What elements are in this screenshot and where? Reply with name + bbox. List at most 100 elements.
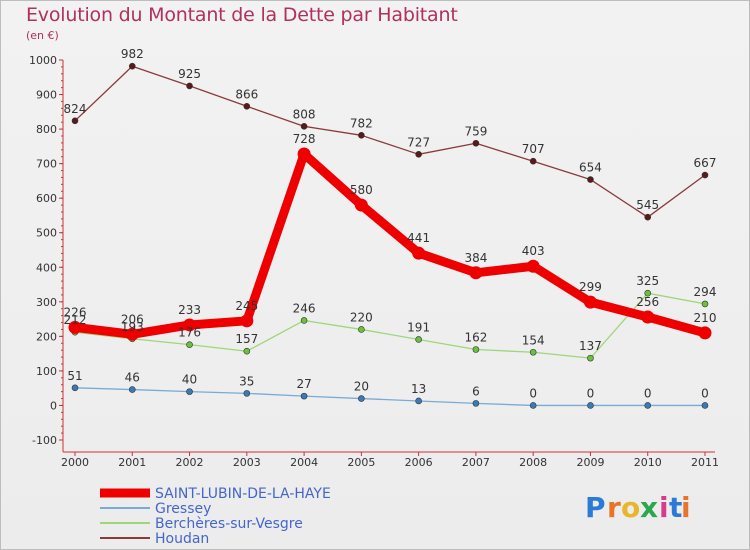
x-tick-label: 2000 xyxy=(61,456,89,469)
y-tick-label: 200 xyxy=(36,330,57,343)
data-label-gressey: 35 xyxy=(239,374,254,388)
data-label-houdan: 727 xyxy=(407,135,430,149)
data-label-gressey: 6 xyxy=(472,384,480,398)
data-point-berch-res-sur-vesgre xyxy=(186,341,193,348)
logo-letter: x xyxy=(640,491,658,524)
chart-subtitle: (en €) xyxy=(26,29,59,42)
data-label-saint-lubin-de-la-haye: 245 xyxy=(235,299,258,313)
data-label-gressey: 0 xyxy=(644,386,652,400)
data-point-saint-lubin-de-la-haye xyxy=(526,259,540,273)
series-line-saint-lubin-de-la-haye xyxy=(70,149,710,339)
data-label-houdan: 667 xyxy=(694,156,717,170)
logo-letter: i xyxy=(659,491,669,524)
data-label-saint-lubin-de-la-haye: 256 xyxy=(636,295,659,309)
data-point-gressey xyxy=(644,402,652,409)
data-point-saint-lubin-de-la-haye xyxy=(297,147,311,161)
x-tick-label: 2010 xyxy=(634,456,662,469)
data-label-saint-lubin-de-la-haye: 441 xyxy=(407,231,430,245)
y-tick-label: 0 xyxy=(50,399,57,412)
data-label-gressey: 20 xyxy=(354,380,369,394)
data-point-gressey xyxy=(243,390,251,397)
legend-label: SAINT-LUBIN-DE-LA-HAYE xyxy=(155,486,331,502)
data-label-saint-lubin-de-la-haye: 299 xyxy=(579,280,602,294)
data-point-gressey xyxy=(587,402,594,409)
data-point-saint-lubin-de-la-haye xyxy=(183,318,197,332)
data-label-gressey: 13 xyxy=(411,382,426,396)
data-point-saint-lubin-de-la-haye xyxy=(240,314,254,328)
data-point-saint-lubin-de-la-haye xyxy=(354,198,368,212)
data-label-gressey: 27 xyxy=(296,377,311,391)
data-point-saint-lubin-de-la-haye xyxy=(68,320,82,334)
series-line-gressey xyxy=(74,387,706,407)
data-label-houdan: 824 xyxy=(64,102,87,116)
data-label-berch-res-sur-vesgre: 162 xyxy=(464,330,487,344)
data-label-berch-res-sur-vesgre: 294 xyxy=(694,285,717,299)
data-point-houdan xyxy=(701,171,709,179)
x-tick-label: 2005 xyxy=(347,456,375,469)
y-tick-label: 800 xyxy=(36,123,57,136)
logo-letter: i xyxy=(681,491,691,524)
data-label-gressey: 46 xyxy=(125,371,140,385)
data-label-houdan: 866 xyxy=(235,87,258,101)
data-point-berch-res-sur-vesgre xyxy=(529,348,537,356)
x-tick-label: 2007 xyxy=(462,456,490,469)
data-label-berch-res-sur-vesgre: 325 xyxy=(636,274,659,288)
data-point-gressey xyxy=(71,384,79,392)
data-label-berch-res-sur-vesgre: 157 xyxy=(235,332,258,346)
x-tick-label: 2011 xyxy=(691,456,719,469)
logo-letter: P xyxy=(585,491,606,524)
data-point-saint-lubin-de-la-haye xyxy=(698,326,712,340)
data-point-gressey xyxy=(415,397,422,405)
x-tick-label: 2006 xyxy=(405,456,433,469)
data-point-houdan xyxy=(644,213,652,221)
y-tick-label: 400 xyxy=(36,261,57,274)
data-point-berch-res-sur-vesgre xyxy=(243,347,251,355)
data-label-saint-lubin-de-la-haye: 233 xyxy=(178,303,201,317)
data-point-houdan xyxy=(186,82,193,90)
data-point-gressey xyxy=(358,395,365,402)
data-point-houdan xyxy=(71,117,79,125)
data-point-saint-lubin-de-la-haye xyxy=(641,310,655,324)
series-line-berch-res-sur-vesgre xyxy=(74,292,706,359)
y-tick-label: 600 xyxy=(36,192,57,205)
data-label-saint-lubin-de-la-haye: 206 xyxy=(121,312,144,326)
data-label-saint-lubin-de-la-haye: 226 xyxy=(64,305,87,319)
data-label-gressey: 0 xyxy=(587,386,595,400)
data-label-berch-res-sur-vesgre: 220 xyxy=(350,310,373,324)
data-label-berch-res-sur-vesgre: 137 xyxy=(579,339,602,353)
data-label-berch-res-sur-vesgre: 246 xyxy=(293,301,316,315)
legend-label: Houdan xyxy=(155,531,209,547)
data-point-gressey xyxy=(529,402,537,409)
data-label-gressey: 51 xyxy=(67,369,82,383)
logo-letter: t xyxy=(669,491,682,524)
data-point-houdan xyxy=(128,62,136,70)
x-tick-label: 2008 xyxy=(519,456,547,469)
y-tick-label: 100 xyxy=(36,365,57,378)
x-tick-label: 2004 xyxy=(290,456,318,469)
y-tick-label: -100 xyxy=(32,434,57,447)
y-tick-label: 300 xyxy=(36,296,57,309)
data-point-gressey xyxy=(701,402,709,409)
data-point-houdan xyxy=(243,102,251,110)
y-tick-label: 500 xyxy=(36,227,57,240)
data-label-houdan: 982 xyxy=(121,47,144,61)
data-label-gressey: 0 xyxy=(529,386,537,400)
data-point-berch-res-sur-vesgre xyxy=(415,336,422,343)
data-point-berch-res-sur-vesgre xyxy=(300,317,308,324)
data-point-saint-lubin-de-la-haye xyxy=(583,295,597,309)
data-point-berch-res-sur-vesgre xyxy=(644,289,652,297)
data-label-houdan: 707 xyxy=(522,142,545,156)
data-label-berch-res-sur-vesgre: 212 xyxy=(64,313,87,327)
data-label-gressey: 0 xyxy=(701,386,709,400)
data-point-berch-res-sur-vesgre xyxy=(358,326,365,333)
data-point-houdan xyxy=(529,157,537,165)
series-line-houdan xyxy=(74,65,706,218)
data-point-houdan xyxy=(415,151,422,158)
legend: SAINT-LUBIN-DE-LA-HAYEGresseyBerchères-s… xyxy=(100,486,331,547)
data-point-berch-res-sur-vesgre xyxy=(587,354,594,362)
data-label-houdan: 759 xyxy=(464,124,487,138)
data-label-houdan: 808 xyxy=(293,107,316,121)
data-label-saint-lubin-de-la-haye: 728 xyxy=(293,132,316,146)
